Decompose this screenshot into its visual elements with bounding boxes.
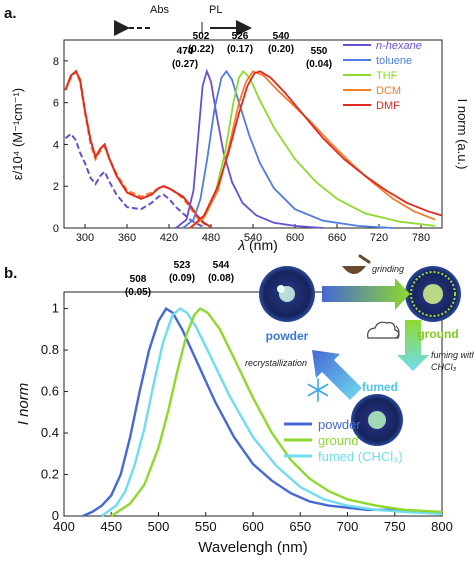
powder-sample-crystal — [277, 285, 285, 293]
peak-qy-nhexane: (0.27) — [172, 59, 198, 70]
pestle-icon — [358, 254, 371, 264]
peak-label-fumed: 523 — [174, 260, 191, 271]
peak-qy-dmf: (0.04) — [306, 59, 332, 70]
x-tick-label-a-660: 660 — [328, 232, 346, 244]
cloud-icon — [367, 321, 400, 339]
peak-qy-thf: (0.17) — [227, 44, 253, 55]
y-tick-label-b-2: 0.4 — [41, 425, 59, 440]
fuming-arrow — [397, 320, 429, 371]
y-axis-label-a-right: I norm (a.u.) — [455, 99, 470, 170]
y-tick-label-b-0: 0 — [52, 508, 59, 523]
y-axis-label-a-left: ε/10⁴ (M⁻¹cm⁻¹) — [10, 88, 25, 180]
abs-curve-dmf — [64, 69, 212, 228]
peak-label-thf: 526 — [232, 31, 249, 42]
abs-curve-n-hexane — [64, 132, 205, 228]
vapor-icon — [395, 325, 400, 339]
abs-label: Abs — [150, 4, 169, 16]
y-tick-label-a-2: 2 — [53, 181, 59, 193]
x-tick-label-a-300: 300 — [76, 232, 94, 244]
curves-b — [82, 306, 443, 518]
axes-b: 400 450 500 550 600 650 700 750 800 0 0.2 0.4 0.6 0.8… — [41, 301, 453, 534]
peak-qy-fumed: (0.09) — [169, 273, 195, 284]
scheme-label-ground: ground — [417, 327, 458, 341]
x-tick-label-b-500: 500 — [148, 519, 170, 534]
legend-b-label-powder: powder — [318, 417, 361, 432]
x-tick-label-b-650: 650 — [289, 519, 311, 534]
x-tick-label-b-400: 400 — [53, 519, 75, 534]
x-tick-label-b-450: 450 — [100, 519, 122, 534]
peak-label-dmf: 550 — [311, 46, 328, 57]
peak-qy-toluene: (0.22) — [188, 44, 214, 55]
legend-b-label-fumed-chcl: fumed (CHCl₃) — [318, 449, 403, 464]
panel-b: b. 400 450 500 550 600 650 700 750 800 0 0.2 0.4 0.6… — [4, 254, 474, 556]
x-tick-label-a-420: 420 — [160, 232, 178, 244]
peak-qy-ground: (0.08) — [208, 273, 234, 284]
legend-a-label-dmf: DMF — [376, 100, 400, 112]
ground-sample-ring — [410, 271, 456, 317]
grinding-arrow — [322, 278, 410, 310]
pl-curve-n-hexane — [175, 68, 324, 229]
panel-label-a: a. — [4, 5, 17, 22]
scheme-label-fuming-1: fuming with — [431, 350, 474, 360]
x-axis-label-b: Wavelengh (nm) — [198, 539, 307, 556]
x-tick-label-a-720: 720 — [370, 232, 388, 244]
peak-qy-powder: (0.05) — [125, 287, 151, 298]
x-tick-label-a-780: 780 — [412, 232, 430, 244]
legend-a: n-hexane toluene THF DCM DMF — [343, 40, 422, 112]
peak-label-toluene: 502 — [193, 31, 210, 42]
legend-b-label-ground: ground — [318, 433, 358, 448]
scheme-label-powder: powder — [266, 329, 309, 343]
x-tick-label-b-750: 750 — [384, 519, 406, 534]
y-tick-label-b-1: 0.2 — [41, 467, 59, 482]
curve-ground — [110, 307, 443, 518]
peak-label-nhexane: 474 — [177, 46, 194, 57]
curves-a — [64, 68, 443, 229]
peak-label-powder: 508 — [130, 274, 147, 285]
mortar-icon — [342, 266, 366, 274]
panel-label-b: b. — [4, 265, 17, 282]
peak-label-dcm: 540 — [273, 31, 290, 42]
curve-powder — [82, 306, 442, 518]
pl-curve-thf — [189, 69, 436, 229]
scheme-label-fumed: fumed — [362, 380, 398, 394]
x-tick-label-b-600: 600 — [242, 519, 264, 534]
x-tick-label-a-540: 540 — [244, 232, 262, 244]
y-tick-label-b-4: 0.8 — [41, 342, 59, 357]
axes-a: 300 360 420 480 540 600 660 720 780 0 2 4 6 8 — [53, 56, 430, 244]
scheme-label-recrystallization: recrystallization — [245, 358, 307, 368]
y-tick-label-b-5: 1 — [52, 301, 59, 316]
scheme-label-fuming-2: CHCl₃ — [431, 362, 456, 372]
legend-a-label-n-hexane: n-hexane — [376, 40, 422, 52]
recrystallization-arrow — [312, 350, 362, 400]
x-tick-label-b-700: 700 — [337, 519, 359, 534]
x-tick-label-b-550: 550 — [195, 519, 217, 534]
y-axis-label-b: I norm — [15, 383, 32, 426]
legend-a-label-dcm: DCM — [376, 85, 401, 97]
y-tick-label-a-4: 4 — [53, 139, 59, 151]
x-axis-label-a: λ (nm) — [237, 237, 278, 253]
snowflake-icon — [307, 378, 329, 402]
scheme-label-grinding: grinding — [372, 264, 404, 274]
x-tick-label-a-600: 600 — [286, 232, 304, 244]
x-tick-label-a-360: 360 — [118, 232, 136, 244]
y-tick-label-b-3: 0.6 — [41, 384, 59, 399]
pl-curve-dmf — [189, 70, 443, 229]
y-tick-label-a-0: 0 — [53, 223, 59, 235]
peak-qy-dcm: (0.20) — [268, 44, 294, 55]
legend-a-label-thf: THF — [376, 70, 398, 82]
peak-label-ground: 544 — [213, 260, 230, 271]
x-tick-label-b-800: 800 — [431, 519, 453, 534]
mechanochromism-scheme: powder ground fumed grinding recrystalli… — [245, 254, 474, 446]
y-tick-label-a-8: 8 — [53, 56, 59, 68]
fumed-sample-glow — [368, 411, 386, 429]
x-tick-label-a-480: 480 — [202, 232, 220, 244]
legend-a-label-toluene: toluene — [376, 55, 412, 67]
pl-label: PL — [209, 4, 222, 16]
curve-fumed-chcl — [101, 307, 443, 517]
ground-sample-glow — [423, 284, 443, 304]
y-tick-label-a-6: 6 — [53, 98, 59, 110]
